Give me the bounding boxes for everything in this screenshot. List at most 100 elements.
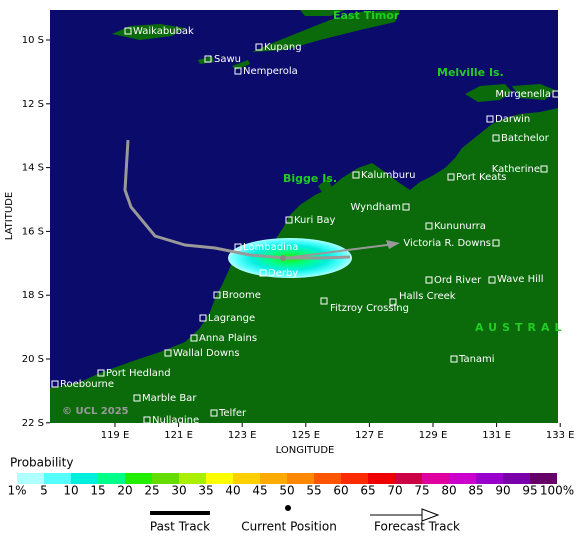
color-box bbox=[71, 473, 98, 484]
legend-title: Probability bbox=[10, 456, 73, 470]
place-marker bbox=[234, 67, 242, 75]
place-label: Broome bbox=[222, 290, 261, 301]
color-label: 10 bbox=[63, 484, 78, 498]
bathurst-island bbox=[512, 84, 555, 100]
color-box bbox=[152, 473, 179, 484]
place-marker bbox=[425, 276, 433, 284]
axes: 119 E 121 E 123 E 125 E 127 E 129 E 131 E 133 E… bbox=[22, 35, 575, 441]
place-label: Lombadina bbox=[243, 242, 298, 253]
current-position-key bbox=[285, 505, 291, 511]
color-label: 1% bbox=[7, 484, 26, 498]
color-box bbox=[206, 473, 233, 484]
place-marker bbox=[255, 43, 263, 51]
x-tick-label: 131 E bbox=[482, 430, 511, 441]
color-box bbox=[314, 473, 341, 484]
place-marker bbox=[352, 171, 360, 179]
place-marker bbox=[447, 173, 455, 181]
color-box bbox=[287, 473, 314, 484]
current-position bbox=[280, 255, 286, 261]
place-marker bbox=[389, 298, 397, 306]
place-marker bbox=[540, 165, 548, 173]
place-marker bbox=[204, 55, 212, 63]
place-label: Telfer bbox=[218, 408, 247, 419]
place-marker bbox=[492, 134, 500, 142]
place-label: Kupang bbox=[264, 42, 302, 53]
place-label: Darwin bbox=[495, 114, 530, 125]
y-tick-label: 18 S bbox=[22, 290, 44, 301]
color-label: 50 bbox=[279, 484, 294, 498]
x-tick-label: 127 E bbox=[355, 430, 384, 441]
legend-label: Past Track bbox=[150, 520, 210, 534]
legend-label: Current Position bbox=[241, 520, 337, 534]
wetar bbox=[300, 10, 345, 16]
color-label: 25 bbox=[144, 484, 159, 498]
place-label: Wyndham bbox=[350, 202, 401, 213]
forecast-track bbox=[284, 243, 396, 259]
y-tick-label: 14 S bbox=[22, 163, 44, 174]
place-marker bbox=[143, 416, 151, 424]
place-label: Nullagine bbox=[152, 415, 199, 426]
x-tick-label: 123 E bbox=[228, 430, 257, 441]
place-label: Murgenella bbox=[495, 89, 551, 100]
color-box bbox=[476, 473, 503, 484]
place-label: Derby bbox=[268, 268, 298, 279]
place-label: Port Hedland bbox=[106, 368, 171, 379]
color-label: 15 bbox=[90, 484, 105, 498]
color-box bbox=[530, 473, 557, 484]
place-marker bbox=[164, 349, 172, 357]
x-tick-label: 125 E bbox=[292, 430, 321, 441]
color-box bbox=[422, 473, 449, 484]
forecast-arrowhead bbox=[386, 240, 400, 249]
place-label: Waikabubak bbox=[133, 26, 194, 37]
place-marker bbox=[51, 380, 59, 388]
color-box bbox=[449, 473, 476, 484]
x-tick-label: 119 E bbox=[101, 430, 130, 441]
place-marker bbox=[124, 27, 132, 35]
copyright: © UCL 2025 bbox=[62, 406, 129, 417]
region-label: AUSTRAL bbox=[475, 321, 567, 334]
place-marker bbox=[190, 334, 198, 342]
color-label: 35 bbox=[198, 484, 213, 498]
color-box bbox=[125, 473, 152, 484]
color-label: 95 bbox=[522, 484, 537, 498]
color-label: 40 bbox=[225, 484, 240, 498]
place-label: Batchelor bbox=[501, 133, 550, 144]
color-label: 65 bbox=[360, 484, 375, 498]
place-label: Tanami bbox=[458, 354, 495, 365]
x-axis-label: LONGITUDE bbox=[276, 445, 335, 456]
color-box bbox=[395, 473, 422, 484]
y-tick-label: 10 S bbox=[22, 35, 44, 46]
place-label: Katherine bbox=[492, 164, 540, 175]
y-tick-label: 12 S bbox=[22, 99, 44, 110]
place-label: Port Keats bbox=[456, 172, 506, 183]
place-marker bbox=[210, 409, 218, 417]
place-marker bbox=[402, 203, 410, 211]
color-label: 90 bbox=[495, 484, 510, 498]
past-track bbox=[123, 139, 351, 260]
bigge-island bbox=[318, 178, 332, 192]
y-tick-label: 22 S bbox=[22, 418, 44, 429]
x-tick-label: 121 E bbox=[164, 430, 193, 441]
color-label: 85 bbox=[468, 484, 483, 498]
melville-island bbox=[465, 84, 512, 102]
place-marker bbox=[259, 269, 267, 277]
place-label: Kuri Bay bbox=[294, 215, 335, 226]
color-label: 45 bbox=[252, 484, 267, 498]
place-marker bbox=[320, 297, 328, 305]
color-box bbox=[503, 473, 530, 484]
color-box bbox=[341, 473, 368, 484]
color-box bbox=[233, 473, 260, 484]
place-label: Wallal Downs bbox=[173, 348, 240, 359]
place-label: Sawu bbox=[214, 54, 241, 65]
y-tick-label: 16 S bbox=[22, 226, 44, 237]
place-marker bbox=[425, 222, 433, 230]
place-label: Fitzroy Crossing bbox=[330, 303, 409, 314]
region-label: East Timor bbox=[333, 9, 400, 22]
place-label: Kalumburu bbox=[361, 170, 416, 181]
place-marker bbox=[133, 394, 141, 402]
place-label: Ord River bbox=[434, 275, 482, 286]
region-label: Melville Is. bbox=[437, 66, 504, 79]
place-label: Halls Creek bbox=[399, 291, 456, 302]
color-label: 75 bbox=[414, 484, 429, 498]
place-label: Wave Hill bbox=[497, 274, 543, 285]
